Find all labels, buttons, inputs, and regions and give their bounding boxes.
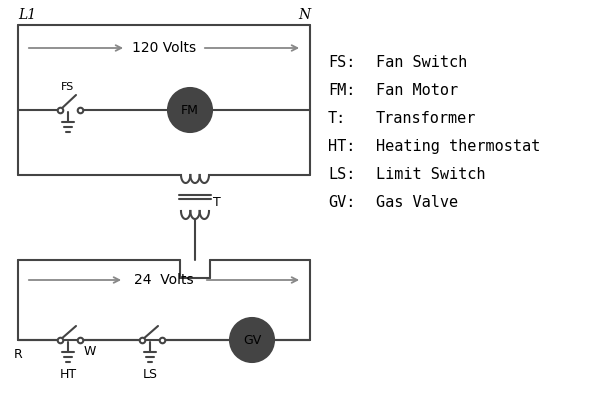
Text: 120 Volts: 120 Volts [132, 41, 196, 55]
Text: Fan Switch: Fan Switch [376, 55, 467, 70]
Text: HT:: HT: [328, 139, 355, 154]
Text: W: W [84, 345, 96, 358]
Circle shape [168, 88, 212, 132]
Text: T:: T: [328, 111, 346, 126]
Text: Fan Motor: Fan Motor [376, 83, 458, 98]
Text: FS: FS [61, 82, 74, 92]
Text: GV:: GV: [328, 195, 355, 210]
Text: Limit Switch: Limit Switch [376, 167, 486, 182]
Text: FM: FM [181, 104, 199, 116]
Text: HT: HT [60, 368, 77, 381]
Text: L1: L1 [18, 8, 36, 22]
Text: FM:: FM: [328, 83, 355, 98]
Text: LS:: LS: [328, 167, 355, 182]
Text: N: N [298, 8, 310, 22]
Text: FS:: FS: [328, 55, 355, 70]
Text: LS: LS [143, 368, 158, 381]
Text: Heating thermostat: Heating thermostat [376, 139, 540, 154]
Text: Gas Valve: Gas Valve [376, 195, 458, 210]
Text: T: T [213, 196, 221, 210]
Text: R: R [14, 348, 22, 361]
Text: GV: GV [243, 334, 261, 346]
Circle shape [230, 318, 274, 362]
Text: 24  Volts: 24 Volts [134, 273, 194, 287]
Text: Transformer: Transformer [376, 111, 476, 126]
